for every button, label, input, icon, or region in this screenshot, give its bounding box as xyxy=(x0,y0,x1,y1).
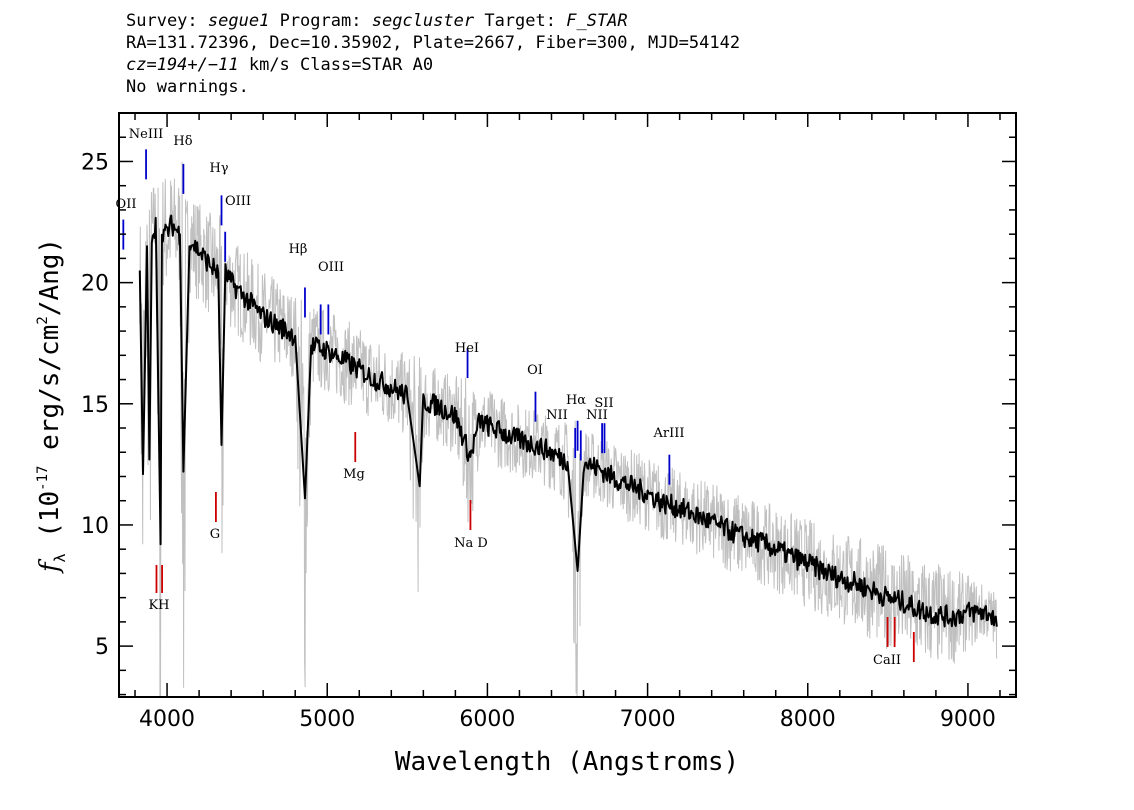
emission-line-label: NII xyxy=(546,408,568,423)
error-series-line xyxy=(139,161,998,697)
error-band xyxy=(139,161,998,697)
emission-line-label: Hδ xyxy=(173,134,192,149)
cz-value: cz=194+/−11 xyxy=(126,55,239,75)
plot-frame xyxy=(118,112,1017,698)
x-tick-label: 4000 xyxy=(139,707,195,732)
y-tick-label: 10 xyxy=(81,514,109,539)
emission-line-label: Hβ xyxy=(289,242,308,257)
target-value: F_STAR xyxy=(566,11,628,31)
program-label: Program: xyxy=(279,11,362,31)
x-axis-title: Wavelength (Angstroms) xyxy=(395,747,739,777)
emission-line-label: NII xyxy=(586,408,608,423)
absorption-line-label: G xyxy=(210,527,220,542)
emission-line-label: NeIII xyxy=(129,127,163,142)
emission-line-label: OII xyxy=(116,197,137,212)
y-axis-title: fλ (10-17 erg/s/cm2/Ang) xyxy=(35,238,69,574)
cz-class: km/s Class=STAR A0 xyxy=(248,55,434,75)
emission-line-label: OIII xyxy=(318,260,344,275)
emission-line-label: Hα xyxy=(566,393,586,408)
header-line-1: Survey: segue1 Program: segcluster Targe… xyxy=(126,10,740,32)
survey-label: Survey: xyxy=(126,11,198,31)
x-tick-label: 9000 xyxy=(940,707,996,732)
x-tick-label: 7000 xyxy=(620,707,676,732)
x-tick-label: 8000 xyxy=(780,707,836,732)
target-label: Target: xyxy=(484,11,556,31)
header-line-3: cz=194+/−11 km/s Class=STAR A0 xyxy=(126,54,740,76)
y-tick-label: 25 xyxy=(81,150,109,175)
y-tick-label: 5 xyxy=(95,635,109,660)
program-value: segcluster xyxy=(371,11,475,31)
survey-value: segue1 xyxy=(207,11,270,31)
flux-series-line xyxy=(138,214,998,628)
x-tick-label: 5000 xyxy=(299,707,355,732)
emission-line-label: OI xyxy=(527,363,543,378)
y-tick-label: 15 xyxy=(81,393,109,418)
header-line-2: RA=131.72396, Dec=10.35902, Plate=2667, … xyxy=(126,33,741,53)
emission-line-label: Hγ xyxy=(209,161,228,176)
y-tick-label: 20 xyxy=(81,272,109,297)
absorption-line-label: CaII xyxy=(873,653,901,668)
emission-line-label: SII xyxy=(594,396,613,411)
emission-line-label: ArIII xyxy=(652,426,684,441)
flux-series xyxy=(138,214,998,628)
spectrum-header: Survey: segue1 Program: segcluster Targe… xyxy=(126,10,740,98)
x-tick-label: 6000 xyxy=(459,707,515,732)
emission-line-label: OIII xyxy=(225,194,251,209)
absorption-line-label: Mg xyxy=(343,467,365,482)
emission-line-label: HeI xyxy=(455,341,479,356)
header-warnings: No warnings. xyxy=(126,77,249,97)
absorption-line-label: Na D xyxy=(454,536,488,551)
absorption-line-label: KH xyxy=(148,598,169,613)
axis-ticks: 4000 5000 6000 7000 8000 9000 5 10 15 20 25 xyxy=(81,113,1016,732)
